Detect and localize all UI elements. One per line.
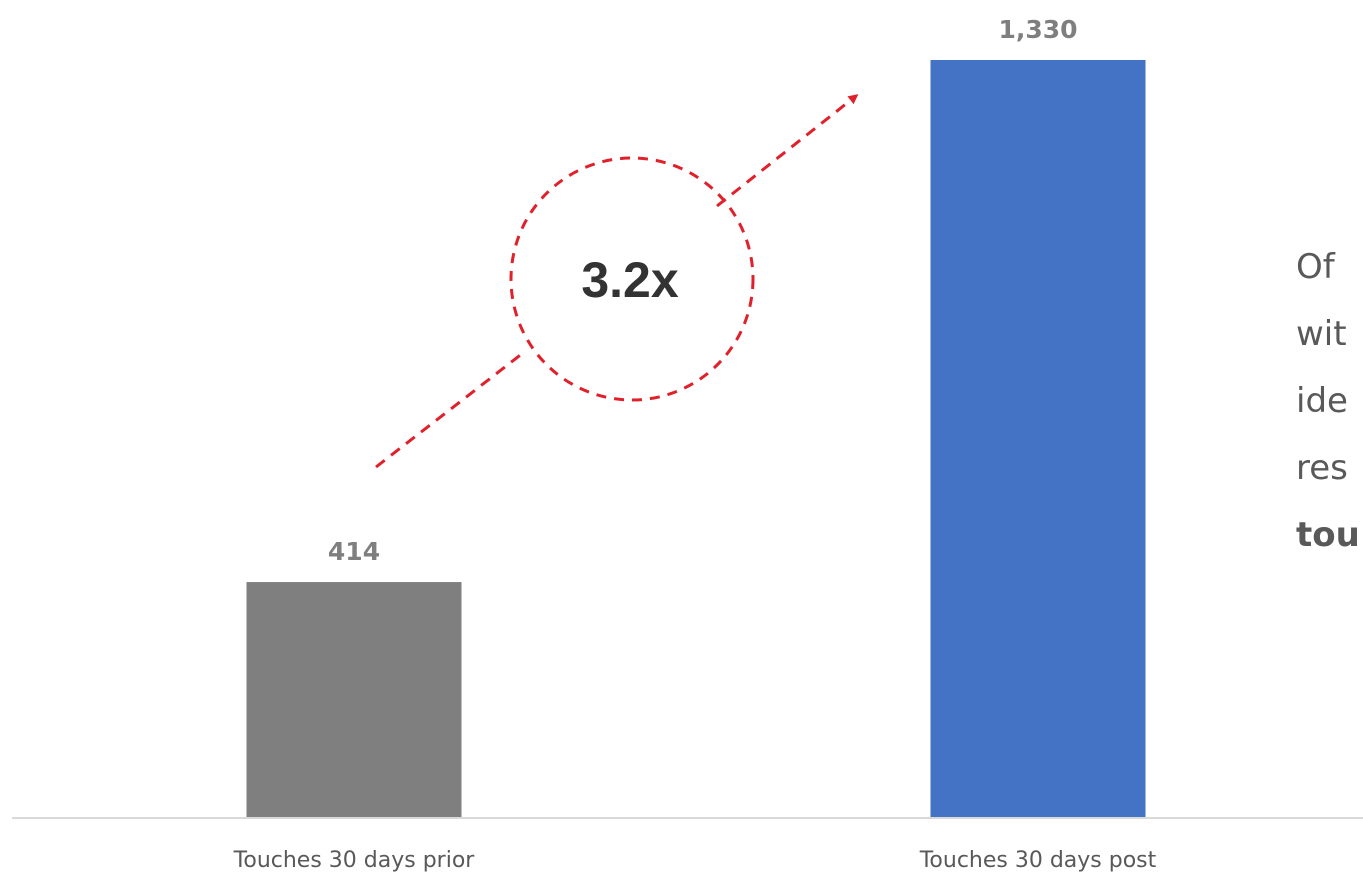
side-text-line-5: tou bbox=[1296, 515, 1360, 555]
annotation-circle bbox=[509, 156, 755, 402]
bar-value-label-1: 414 bbox=[328, 537, 380, 566]
side-text-line-3: ide bbox=[1296, 381, 1348, 421]
bar-2 bbox=[930, 60, 1146, 818]
side-text-block: Of wit ide res tou bbox=[1296, 234, 1360, 569]
bar-value-label-2: 1,330 bbox=[998, 15, 1077, 44]
annotation-arrow-tail bbox=[375, 351, 524, 469]
bar-1 bbox=[246, 582, 462, 818]
side-text-line-2: wit bbox=[1296, 314, 1347, 354]
bars-layer bbox=[246, 60, 1146, 818]
side-text-line-1: Of bbox=[1296, 247, 1335, 287]
growth-annotation: 3.2x bbox=[375, 94, 859, 469]
category-label-1: Touches 30 days prior bbox=[233, 848, 476, 873]
side-text-line-4: res bbox=[1296, 448, 1348, 488]
annotation-multiplier: 3.2x bbox=[581, 252, 679, 308]
annotation-arrow-head bbox=[716, 94, 859, 208]
labels-layer: 414 Touches 30 days prior 1,330 Touches 30 … bbox=[233, 15, 1157, 873]
category-label-2: Touches 30 days post bbox=[919, 848, 1157, 873]
